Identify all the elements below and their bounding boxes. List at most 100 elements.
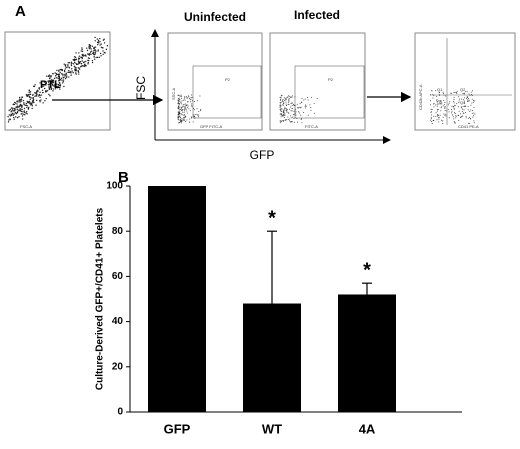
dot xyxy=(102,53,104,55)
dot xyxy=(453,118,455,120)
dot xyxy=(469,116,471,118)
dot xyxy=(10,113,12,115)
dot xyxy=(17,106,20,108)
dot xyxy=(438,121,440,123)
dot xyxy=(23,110,26,112)
dot xyxy=(194,116,196,118)
dot xyxy=(45,90,47,93)
dot xyxy=(87,63,89,65)
dot xyxy=(48,93,50,96)
dot xyxy=(430,118,432,120)
dot xyxy=(444,114,446,116)
dot xyxy=(300,106,302,108)
dot xyxy=(186,119,188,121)
dot xyxy=(179,95,181,97)
dot xyxy=(449,101,451,103)
dot xyxy=(79,60,82,63)
dot xyxy=(179,122,181,124)
dot xyxy=(73,58,76,60)
dot xyxy=(59,68,62,71)
dot xyxy=(16,108,18,111)
dot xyxy=(75,62,77,65)
dot xyxy=(442,120,444,122)
dot xyxy=(458,110,460,112)
dot xyxy=(190,117,192,119)
gate-label: P2 xyxy=(225,77,231,82)
dot xyxy=(63,63,65,65)
dot xyxy=(180,113,182,115)
dot xyxy=(443,103,445,105)
dot xyxy=(48,86,50,88)
dot xyxy=(177,116,179,118)
dot xyxy=(184,109,186,111)
dot xyxy=(68,67,71,69)
dot xyxy=(94,36,96,39)
plot-box xyxy=(269,32,366,131)
dot xyxy=(466,96,468,98)
dot xyxy=(453,100,455,102)
dot xyxy=(287,95,289,97)
dot xyxy=(185,105,187,107)
dot xyxy=(24,114,26,116)
dot xyxy=(438,100,440,102)
dot xyxy=(9,118,11,120)
dot xyxy=(466,91,468,93)
dot xyxy=(84,54,87,56)
dot xyxy=(32,99,34,102)
dot xyxy=(179,102,181,104)
dot xyxy=(200,110,202,112)
dot xyxy=(283,112,285,114)
dot xyxy=(310,107,312,109)
dot xyxy=(26,105,28,107)
dot xyxy=(52,79,55,81)
dot xyxy=(177,112,179,114)
dot xyxy=(18,96,21,99)
dot xyxy=(472,90,474,92)
dot xyxy=(64,64,66,67)
dot xyxy=(178,116,180,118)
dot xyxy=(103,51,106,54)
dot xyxy=(184,97,186,99)
dot xyxy=(281,99,283,101)
dot xyxy=(453,99,455,101)
dot xyxy=(433,120,435,122)
dot xyxy=(93,46,96,48)
dot xyxy=(294,96,296,98)
dot xyxy=(78,68,81,70)
dot xyxy=(279,110,281,112)
dot xyxy=(81,50,84,53)
dot xyxy=(45,97,47,100)
dot xyxy=(87,61,89,64)
dot xyxy=(54,84,56,86)
dot xyxy=(48,88,51,91)
dot xyxy=(185,108,187,110)
plot-title: Uninfected xyxy=(184,10,246,24)
dot xyxy=(19,104,21,107)
dot xyxy=(72,58,74,61)
dot xyxy=(283,114,285,116)
dot xyxy=(184,106,186,108)
dot xyxy=(430,104,432,106)
dot xyxy=(471,112,473,114)
dot xyxy=(100,43,102,45)
dot xyxy=(466,99,468,101)
dot xyxy=(20,108,22,110)
dot xyxy=(302,111,304,113)
dot xyxy=(180,95,182,97)
dot xyxy=(97,43,99,46)
dot xyxy=(286,110,288,112)
dot xyxy=(433,115,435,117)
dot xyxy=(281,114,283,116)
dot xyxy=(298,112,300,114)
dot xyxy=(22,111,24,113)
dot xyxy=(284,115,286,117)
dot xyxy=(58,69,60,71)
dot xyxy=(43,85,45,87)
dot xyxy=(96,56,99,59)
dot xyxy=(63,73,65,76)
dot xyxy=(30,97,32,99)
dot xyxy=(282,113,284,115)
dot xyxy=(462,108,464,110)
dot xyxy=(8,114,11,116)
dot xyxy=(313,103,315,105)
